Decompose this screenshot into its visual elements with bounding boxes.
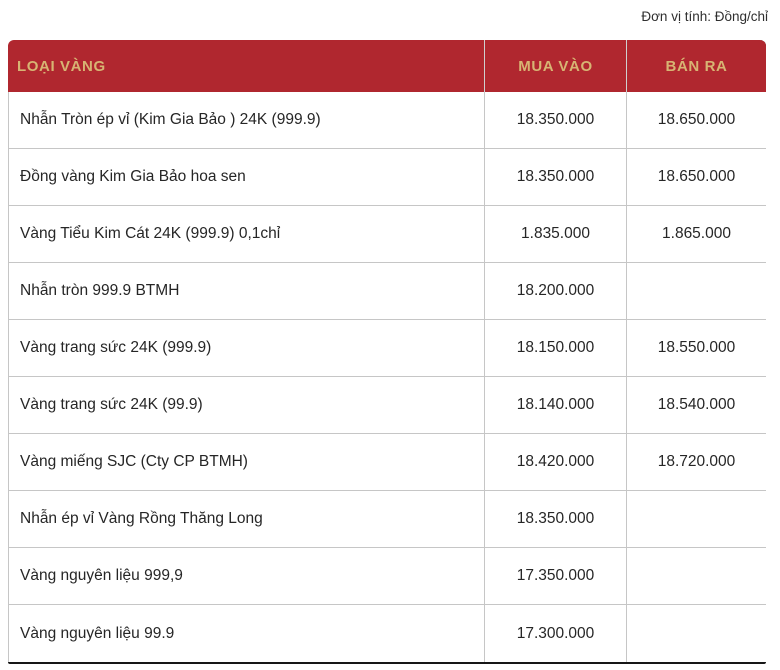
buy-price-cell: 18.200.000 (484, 263, 626, 320)
table-row: Vàng Tiểu Kim Cát 24K (999.9) 0,1chỉ 1.8… (8, 206, 766, 263)
table-row: Vàng nguyên liệu 99.9 17.300.000 (8, 605, 766, 662)
column-header-buy-price: MUA VÀO (484, 40, 626, 92)
buy-price-cell: 18.350.000 (484, 149, 626, 206)
table-row: Vàng miếng SJC (Cty CP BTMH) 18.420.000 … (8, 434, 766, 491)
buy-price-cell: 18.350.000 (484, 491, 626, 548)
sell-price-cell (626, 263, 766, 320)
table-row: Nhẫn tròn 999.9 BTMH 18.200.000 (8, 263, 766, 320)
sell-price-cell: 18.650.000 (626, 149, 766, 206)
sell-price-cell (626, 548, 766, 605)
sell-price-cell: 18.540.000 (626, 377, 766, 434)
table-header: LOẠI VÀNG MUA VÀO BÁN RA (8, 40, 766, 92)
unit-label: Đơn vị tính: Đồng/chỉ (641, 9, 768, 24)
gold-type-cell: Nhẫn ép vỉ Vàng Rồng Thăng Long (8, 491, 484, 548)
gold-type-cell: Nhẫn Tròn ép vỉ (Kim Gia Bảo ) 24K (999.… (8, 92, 484, 149)
column-header-sell-price: BÁN RA (626, 40, 766, 92)
buy-price-cell: 18.150.000 (484, 320, 626, 377)
column-header-gold-type: LOẠI VÀNG (8, 40, 484, 92)
buy-price-cell: 18.140.000 (484, 377, 626, 434)
table-row: Nhẫn Tròn ép vỉ (Kim Gia Bảo ) 24K (999.… (8, 92, 766, 149)
table-row: Vàng nguyên liệu 999,9 17.350.000 (8, 548, 766, 605)
gold-type-cell: Vàng trang sức 24K (999.9) (8, 320, 484, 377)
buy-price-cell: 18.350.000 (484, 92, 626, 149)
gold-type-cell: Vàng nguyên liệu 999,9 (8, 548, 484, 605)
table-row: Đồng vàng Kim Gia Bảo hoa sen 18.350.000… (8, 149, 766, 206)
sell-price-cell: 18.720.000 (626, 434, 766, 491)
header-row: LOẠI VÀNG MUA VÀO BÁN RA (8, 40, 766, 92)
sell-price-cell (626, 491, 766, 548)
sell-price-cell: 1.865.000 (626, 206, 766, 263)
table-row: Vàng trang sức 24K (99.9) 18.140.000 18.… (8, 377, 766, 434)
table-row: Vàng trang sức 24K (999.9) 18.150.000 18… (8, 320, 766, 377)
gold-price-table-container: LOẠI VÀNG MUA VÀO BÁN RA Nhẫn Tròn ép vỉ… (8, 40, 766, 664)
gold-type-cell: Vàng Tiểu Kim Cát 24K (999.9) 0,1chỉ (8, 206, 484, 263)
gold-price-table: LOẠI VÀNG MUA VÀO BÁN RA Nhẫn Tròn ép vỉ… (8, 40, 766, 662)
sell-price-cell (626, 605, 766, 662)
gold-type-cell: Vàng miếng SJC (Cty CP BTMH) (8, 434, 484, 491)
gold-type-cell: Nhẫn tròn 999.9 BTMH (8, 263, 484, 320)
gold-type-cell: Vàng trang sức 24K (99.9) (8, 377, 484, 434)
sell-price-cell: 18.650.000 (626, 92, 766, 149)
buy-price-cell: 17.350.000 (484, 548, 626, 605)
buy-price-cell: 17.300.000 (484, 605, 626, 662)
buy-price-cell: 1.835.000 (484, 206, 626, 263)
table-row: Nhẫn ép vỉ Vàng Rồng Thăng Long 18.350.0… (8, 491, 766, 548)
buy-price-cell: 18.420.000 (484, 434, 626, 491)
gold-type-cell: Vàng nguyên liệu 99.9 (8, 605, 484, 662)
table-body: Nhẫn Tròn ép vỉ (Kim Gia Bảo ) 24K (999.… (8, 92, 766, 662)
sell-price-cell: 18.550.000 (626, 320, 766, 377)
gold-type-cell: Đồng vàng Kim Gia Bảo hoa sen (8, 149, 484, 206)
